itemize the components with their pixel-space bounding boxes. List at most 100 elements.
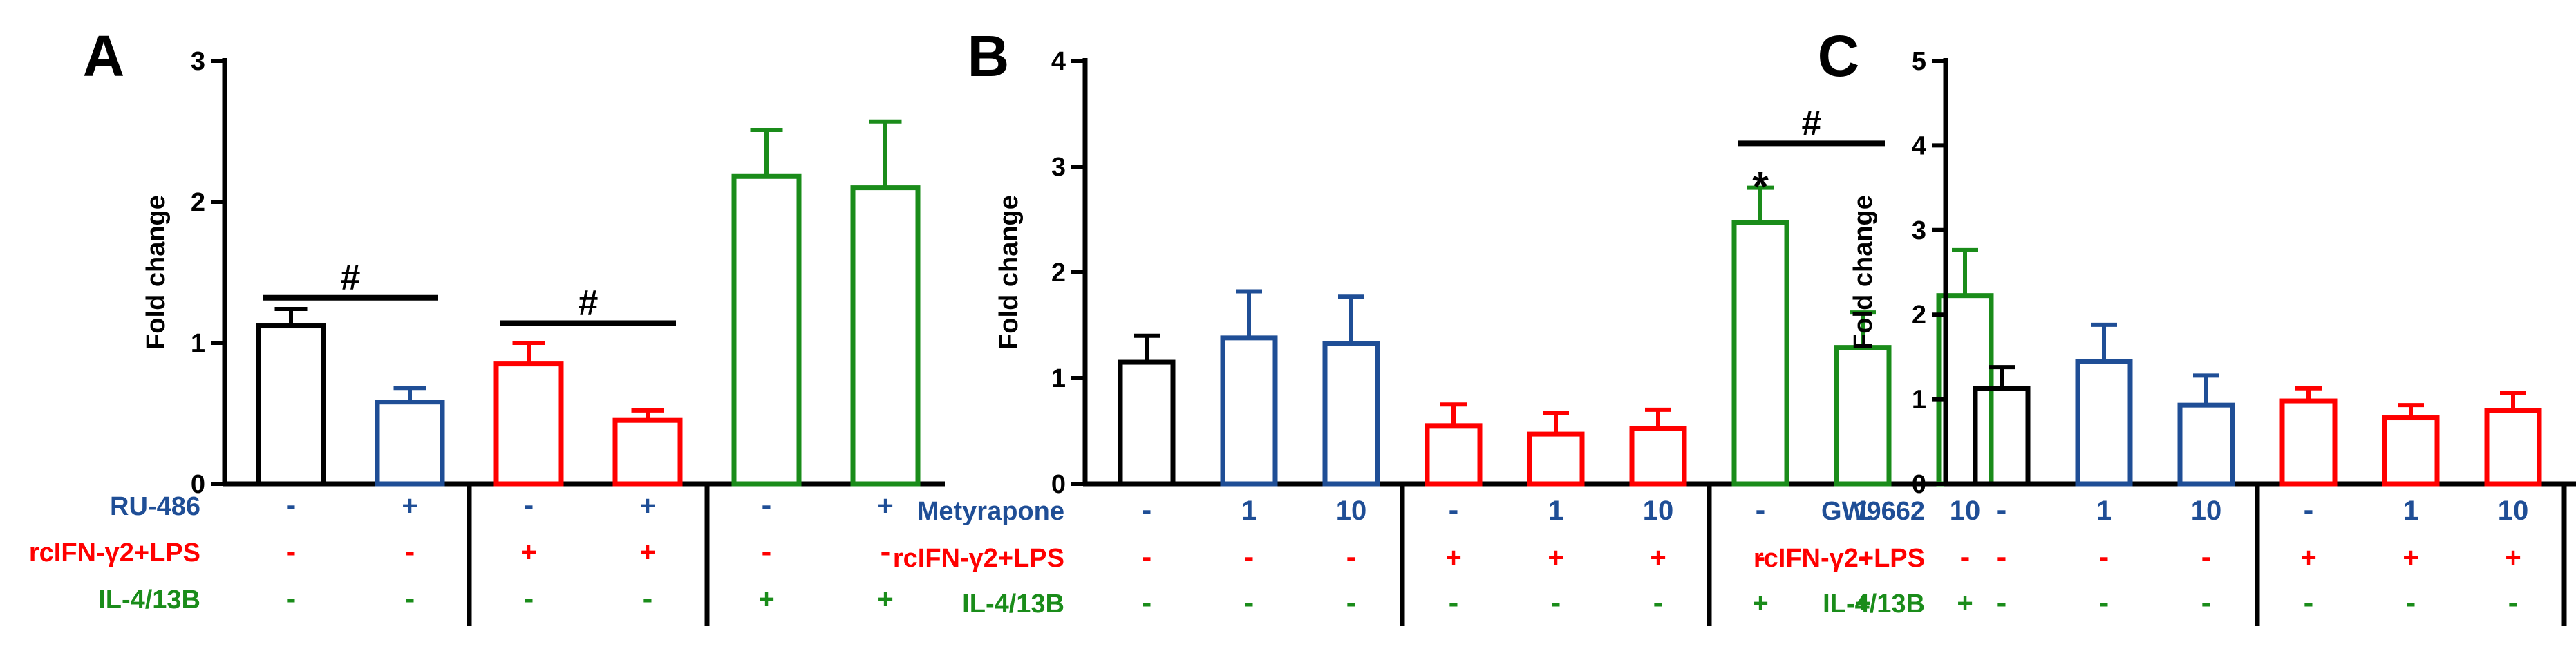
y-tick-label: 1 bbox=[1912, 386, 1926, 415]
treatment-value: 1 bbox=[1548, 496, 1563, 526]
y-tick-label: 2 bbox=[1912, 301, 1926, 330]
treatment-value: 1 bbox=[2096, 496, 2112, 526]
panel-b: B 0 1 2 3 4 Fold change # * Metyrapone rcIFN-γ2+LP… bbox=[893, 24, 2016, 626]
treatment-value: - bbox=[1346, 585, 1357, 619]
treatment-value: - bbox=[2508, 585, 2519, 619]
y-tick-label: 3 bbox=[1051, 153, 1066, 182]
treatment-value: 10 bbox=[1643, 496, 1674, 526]
bar bbox=[493, 361, 564, 487]
treatment-value: - bbox=[2406, 585, 2416, 619]
treatment-value: + bbox=[1650, 543, 1666, 573]
panel-letter-c: C bbox=[1818, 24, 1860, 88]
bar bbox=[1973, 386, 2031, 487]
treatment-row-label: rcIFN-γ2+LPS bbox=[893, 544, 1064, 573]
treatment-value: - bbox=[1997, 540, 2007, 574]
panel-letter-a: A bbox=[83, 24, 125, 88]
treatment-value: + bbox=[639, 491, 655, 521]
treatment-row-label: IL-4/13B bbox=[962, 590, 1064, 619]
treatment-value: + bbox=[1445, 543, 1461, 573]
y-tick-label: 3 bbox=[1912, 216, 1926, 245]
bar bbox=[1834, 345, 1892, 487]
treatment-value: - bbox=[1551, 585, 1561, 619]
treatment-value: - bbox=[2304, 585, 2314, 619]
treatment-value: - bbox=[1997, 585, 2007, 619]
treatment-value: - bbox=[1997, 493, 2007, 527]
y-tick-label: 0 bbox=[1051, 470, 1066, 499]
y-tick-label: 3 bbox=[191, 47, 205, 76]
bar bbox=[1629, 426, 1687, 487]
treatment-value: - bbox=[1142, 493, 1152, 527]
bar bbox=[1527, 431, 1585, 487]
treatment-value: 10 bbox=[1950, 496, 1981, 526]
treatment-value: - bbox=[405, 534, 415, 568]
y-axis-label: Fold change bbox=[1849, 195, 1878, 350]
treatment-value: - bbox=[1756, 493, 1766, 527]
bar bbox=[2177, 402, 2235, 487]
treatment-row-label: IL-4/13B bbox=[1823, 590, 1925, 619]
treatment-value: - bbox=[524, 488, 534, 522]
treatment-value: - bbox=[1756, 540, 1766, 574]
significance-marker: # bbox=[579, 283, 599, 323]
treatment-value: - bbox=[762, 534, 772, 568]
treatment-value: + bbox=[520, 537, 536, 567]
treatment-value: - bbox=[1858, 540, 1868, 574]
y-tick-label: 4 bbox=[1051, 47, 1066, 76]
bar bbox=[1425, 423, 1483, 487]
bar bbox=[850, 185, 921, 487]
bar bbox=[1220, 335, 1278, 487]
treatment-value: - bbox=[286, 581, 297, 615]
y-tick-label: 0 bbox=[191, 470, 205, 499]
y-tick-label: 2 bbox=[1051, 259, 1066, 288]
treatment-value: - bbox=[1960, 540, 1971, 574]
bar bbox=[2279, 398, 2338, 487]
treatment-value: - bbox=[1449, 585, 1459, 619]
treatment-row-label: rcIFN-γ2+LPS bbox=[1754, 544, 1925, 573]
treatment-value: - bbox=[286, 488, 297, 522]
panel-letter-b: B bbox=[968, 24, 1010, 88]
treatment-value: - bbox=[1449, 493, 1459, 527]
treatment-value: - bbox=[2201, 540, 2212, 574]
treatment-value: - bbox=[2099, 585, 2109, 619]
treatment-value: 1 bbox=[2403, 496, 2418, 526]
treatment-value: 10 bbox=[2498, 496, 2529, 526]
treatment-value: 1 bbox=[1855, 496, 1870, 526]
treatment-value: - bbox=[1142, 540, 1152, 574]
treatment-value: 10 bbox=[1336, 496, 1367, 526]
treatment-value: + bbox=[1548, 543, 1563, 573]
treatment-value: - bbox=[524, 581, 534, 615]
treatment-value: - bbox=[762, 488, 772, 522]
star-marker: * bbox=[1752, 164, 1769, 210]
bar bbox=[1731, 220, 1789, 487]
treatment-value: 1 bbox=[1241, 496, 1257, 526]
treatment-value: + bbox=[877, 584, 893, 614]
treatment-value: - bbox=[881, 534, 891, 568]
bar bbox=[1322, 341, 1380, 487]
y-tick-label: 1 bbox=[1051, 364, 1066, 393]
treatment-value: - bbox=[1142, 585, 1152, 619]
treatment-value: + bbox=[1854, 588, 1870, 619]
treatment-row-label: GW9662 bbox=[1821, 497, 1925, 526]
y-axis-label: Fold change bbox=[142, 195, 171, 350]
treatment-value: - bbox=[2304, 493, 2314, 527]
treatment-value: 10 bbox=[2191, 496, 2222, 526]
y-tick-label: 2 bbox=[191, 188, 205, 217]
bar bbox=[612, 417, 683, 487]
y-tick-label: 0 bbox=[1912, 470, 1926, 499]
treatment-value: + bbox=[1957, 588, 1973, 619]
bar bbox=[256, 323, 326, 487]
treatment-value: - bbox=[1244, 585, 1254, 619]
treatment-value: - bbox=[286, 534, 297, 568]
bar bbox=[375, 400, 445, 487]
y-tick-label: 4 bbox=[1912, 131, 1926, 160]
treatment-value: + bbox=[758, 584, 774, 614]
bar bbox=[2382, 415, 2440, 487]
bar bbox=[2075, 359, 2133, 487]
treatment-value: + bbox=[639, 537, 655, 567]
significance-marker: # bbox=[1802, 103, 1822, 143]
bar bbox=[731, 173, 802, 487]
treatment-value: + bbox=[877, 491, 893, 521]
treatment-value: + bbox=[2403, 543, 2418, 573]
treatment-value: + bbox=[2505, 543, 2521, 573]
